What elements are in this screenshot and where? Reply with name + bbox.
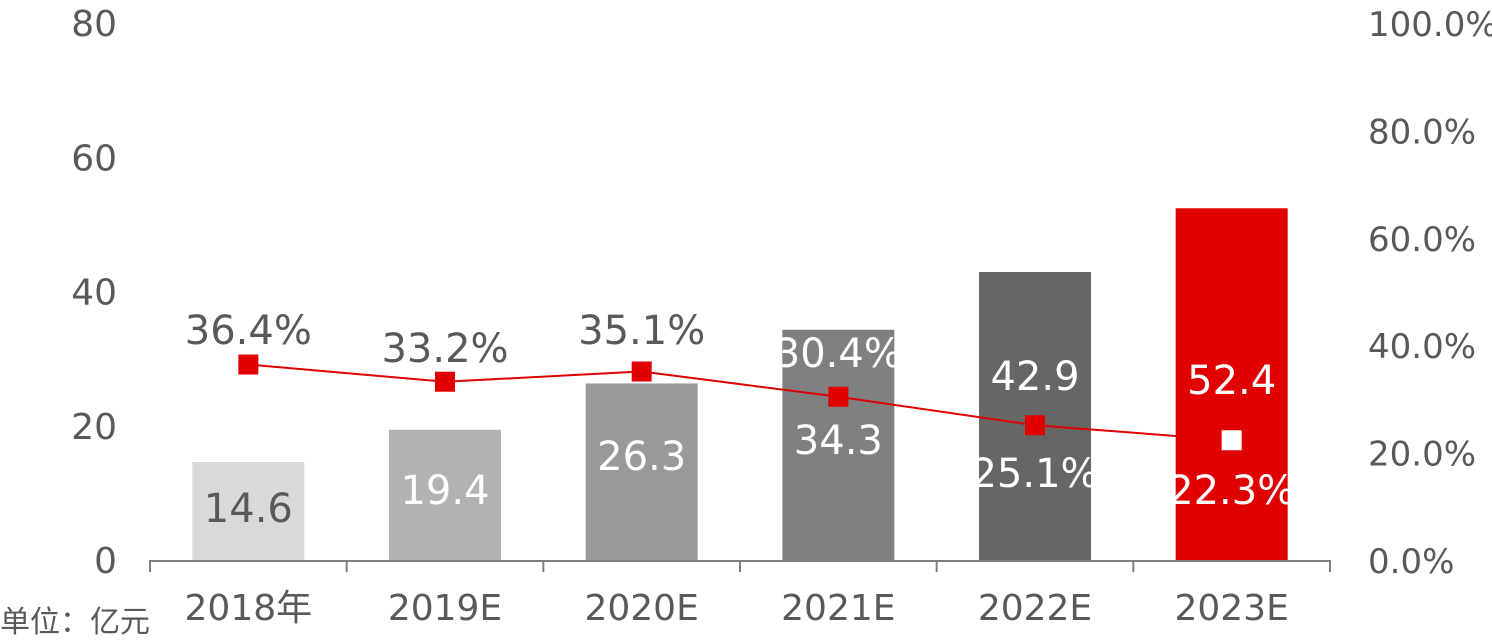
y2-tick-label: 60.0% xyxy=(1368,220,1476,260)
bar-2018年 xyxy=(192,461,305,560)
y-tick-label: 0 xyxy=(94,541,117,582)
bar-2019E xyxy=(389,429,501,560)
y-tick-label: 80 xyxy=(71,4,117,45)
growth-rate-label: 33.2% xyxy=(381,326,508,372)
x-tick-label: 2023E xyxy=(1174,588,1288,629)
x-tick-label: 2018年 xyxy=(185,588,313,629)
x-tick-label: 2022E xyxy=(978,588,1092,629)
y-tick-label: 60 xyxy=(71,138,117,179)
y2-tick-label: 40.0% xyxy=(1368,327,1476,367)
unit-label: 单位：亿元 xyxy=(0,605,150,640)
growth-marker xyxy=(1025,415,1045,436)
growth-rate-label: 22.3% xyxy=(1168,468,1295,514)
x-tick-label: 2019E xyxy=(388,588,502,629)
growth-rate-label: 30.4% xyxy=(775,331,902,377)
y2-tick-label: 0.0% xyxy=(1368,542,1454,582)
bar-value-label: 19.4 xyxy=(400,468,489,514)
bar-2021E xyxy=(782,329,895,560)
growth-rate-label: 35.1% xyxy=(578,308,705,354)
bar-value-label: 34.3 xyxy=(794,418,883,464)
bar-value-label: 42.9 xyxy=(990,354,1079,400)
growth-marker xyxy=(238,354,259,375)
growth-marker xyxy=(1221,430,1242,451)
growth-rate-label: 25.1% xyxy=(971,451,1098,497)
bar-value-label: 26.3 xyxy=(597,434,686,480)
bar-value-label: 14.6 xyxy=(204,486,293,532)
bar-value-label: 52.4 xyxy=(1187,358,1276,404)
y-tick-label: 20 xyxy=(71,407,117,448)
x-tick-label: 2021E xyxy=(781,588,895,629)
x-tick-label: 2020E xyxy=(584,588,698,629)
growth-marker xyxy=(631,361,652,382)
y2-tick-label: 80.0% xyxy=(1368,112,1476,152)
bar-2020E xyxy=(585,383,698,560)
growth-rate-label: 36.4% xyxy=(185,308,312,354)
growth-line xyxy=(248,363,1232,442)
x-axis: 2018年 2019E 2020E 2021E 2022E 2023E xyxy=(149,560,1331,629)
y2-tick-label: 20.0% xyxy=(1368,435,1476,475)
bar-2023E xyxy=(1175,208,1288,560)
growth-marker xyxy=(435,371,455,392)
y2-tick-label: 100.0% xyxy=(1368,5,1492,45)
y-tick-label: 40 xyxy=(71,273,117,314)
growth-marker xyxy=(828,386,849,407)
